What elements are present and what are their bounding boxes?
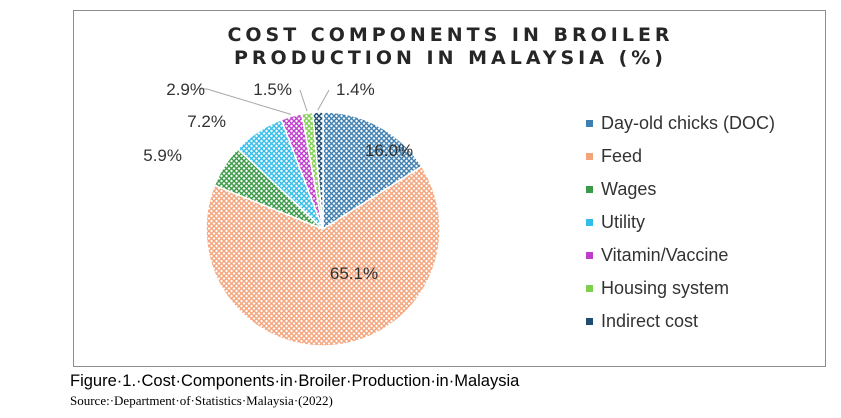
legend-label-feed: Feed [601, 146, 643, 166]
data-label-indirect: 1.4% [336, 80, 375, 99]
legend-label-vitamin: Vitamin/Vaccine [601, 245, 729, 265]
legend-swatch-indirect [586, 318, 593, 325]
legend-swatch-housing [586, 285, 593, 292]
data-label-utility: 7.2% [187, 112, 226, 131]
chart-title-line-1: COST COMPONENTS IN BROILER [227, 24, 674, 46]
chart-frame: COST COMPONENTS IN BROILER PRODUCTION IN… [73, 10, 826, 367]
pie-slice-doc [322, 111, 423, 231]
data-label-feed: 65.1% [330, 264, 378, 283]
leader-line-indirect [317, 89, 330, 111]
pie-chart: 16.0% 65.1% 5.9% 7.2% 2.9% 1.5% 1.4% [143, 80, 441, 347]
figure-caption: Figure·1.·Cost·Components·in·Broiler·Pro… [70, 372, 520, 390]
legend-label-utility: Utility [601, 212, 645, 232]
chart-title-line-2: PRODUCTION IN MALAYSIA (%) [234, 47, 667, 69]
legend-label-indirect: Indirect cost [601, 311, 699, 331]
legend-swatch-vitamin [586, 252, 593, 259]
data-label-vitamin: 2.9% [166, 80, 205, 99]
leader-line-vitamin [199, 88, 292, 115]
legend-label-wages: Wages [601, 179, 657, 199]
legend-label-doc: Day-old chicks (DOC) [601, 113, 776, 133]
legend-swatch-wages [586, 186, 593, 193]
data-label-housing: 1.5% [253, 80, 292, 99]
pie-slice-feed [205, 165, 441, 347]
data-label-doc: 16.0% [365, 141, 413, 160]
legend-swatch-utility [586, 219, 593, 226]
legend-label-housing: Housing system [601, 278, 730, 298]
legend-swatch-feed [586, 153, 593, 160]
leader-line-housing [299, 89, 308, 112]
figure-source: Source:·Department·of·Statistics·Malaysi… [70, 393, 333, 408]
legend-swatch-doc [586, 120, 593, 127]
pie-slice-indirect [311, 111, 324, 230]
data-label-wages: 5.9% [143, 146, 182, 165]
